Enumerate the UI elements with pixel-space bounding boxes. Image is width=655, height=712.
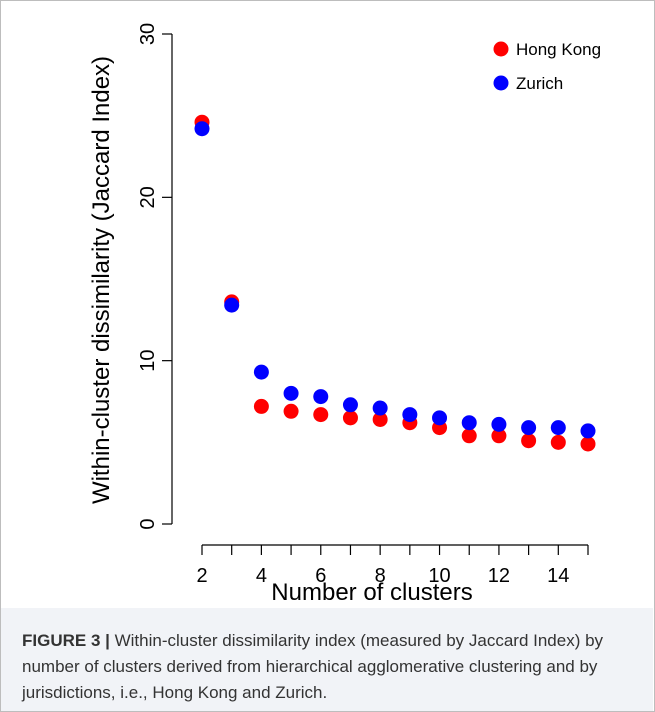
point-hong-kong-14	[550, 434, 566, 450]
point-hong-kong-7	[342, 410, 358, 426]
x-tick-label-10: 10	[428, 565, 450, 587]
scatter-chart: 2 4 6 8 10 12 14 0 10 20 30 Hong Kong Zurich Number…	[88, 23, 601, 606]
x-tick-label-4: 4	[256, 565, 267, 587]
point-hong-kong-12	[491, 428, 507, 444]
point-zurich-9	[402, 407, 418, 423]
point-zurich-13	[521, 420, 537, 436]
point-zurich-2	[194, 121, 210, 137]
legend: Hong Kong Zurich	[493, 40, 601, 93]
legend-label-hong-kong: Hong Kong	[516, 40, 601, 59]
legend-marker-hong-kong	[493, 41, 509, 57]
x-tick-label-12: 12	[488, 565, 510, 587]
x-tick-label-6: 6	[315, 565, 326, 587]
y-tick-label-20: 20	[137, 186, 159, 208]
legend-marker-zurich	[493, 75, 509, 91]
point-hong-kong-6	[313, 407, 329, 423]
point-zurich-7	[342, 397, 358, 413]
caption-box	[1, 608, 653, 711]
legend-label-zurich: Zurich	[516, 74, 563, 93]
caption-text: Within-cluster dissimilarity index (meas…	[22, 631, 604, 702]
point-zurich-10	[432, 410, 448, 426]
point-zurich-15	[580, 423, 596, 439]
point-hong-kong-5	[283, 403, 299, 419]
y-tick-label-30: 30	[137, 23, 159, 45]
point-zurich-14	[550, 420, 566, 436]
point-zurich-4	[253, 364, 269, 380]
point-zurich-6	[313, 389, 329, 405]
point-zurich-3	[224, 297, 240, 313]
point-zurich-11	[461, 415, 477, 431]
x-tick-label-2: 2	[196, 565, 207, 587]
caption-label: FIGURE 3 |	[22, 631, 110, 650]
point-hong-kong-15	[580, 436, 596, 452]
point-hong-kong-8	[372, 411, 388, 427]
point-hong-kong-13	[521, 433, 537, 449]
point-zurich-8	[372, 400, 388, 416]
axes: 2 4 6 8 10 12 14 0 10 20 30	[137, 23, 589, 587]
x-tick-label-8: 8	[375, 565, 386, 587]
point-zurich-12	[491, 416, 507, 432]
y-axis-label: Within-cluster dissimilarity (Jaccard In…	[88, 56, 115, 504]
x-axis-label: Number of clusters	[271, 579, 472, 606]
x-tick-label-14: 14	[547, 565, 569, 587]
figure-caption: FIGURE 3 | Within-cluster dissimilarity …	[22, 628, 642, 706]
point-zurich-5	[283, 385, 299, 401]
point-hong-kong-4	[253, 398, 269, 414]
y-tick-label-0: 0	[137, 518, 159, 529]
data-points	[194, 114, 596, 452]
point-hong-kong-11	[461, 428, 477, 444]
y-tick-label-10: 10	[137, 350, 159, 372]
